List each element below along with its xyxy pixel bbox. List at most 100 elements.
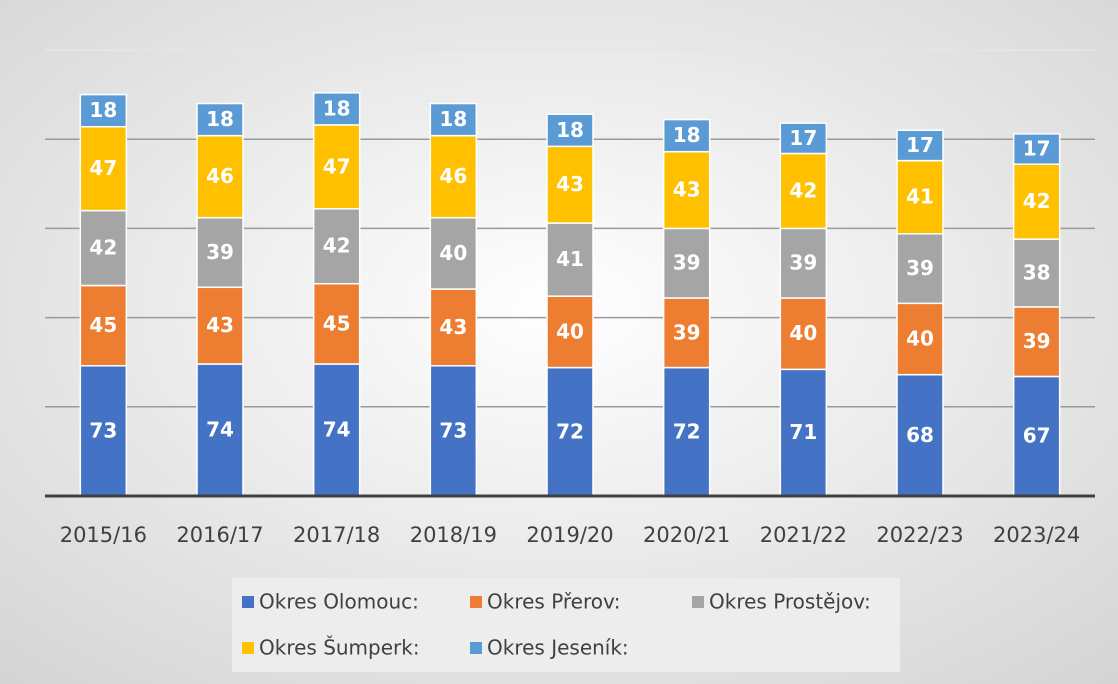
data-label: 40 [439, 241, 467, 265]
bar-segment [1012, 133, 1061, 165]
bar-segment [429, 365, 478, 497]
legend-label: Okres Prostějov: [709, 590, 871, 614]
bar-segment [1012, 163, 1061, 240]
data-label: 47 [89, 156, 117, 180]
data-label: 71 [789, 420, 817, 444]
bar-segment [312, 282, 361, 365]
bar-segment [662, 150, 711, 230]
data-label: 43 [673, 178, 701, 202]
legend-swatch [692, 596, 704, 608]
x-tick-label: 2020/21 [643, 523, 730, 547]
data-label: 42 [323, 234, 351, 258]
bar-segment [896, 159, 944, 235]
bar-segment [662, 118, 711, 153]
bar-segment [79, 365, 128, 497]
data-label: 39 [1023, 329, 1051, 353]
data-label: 17 [1023, 137, 1051, 161]
x-tick-label: 2015/16 [60, 523, 147, 547]
bar-segment [662, 297, 711, 369]
data-label: 18 [323, 96, 351, 120]
legend-swatch [470, 596, 482, 608]
bar-segment [896, 129, 944, 162]
data-label: 46 [439, 164, 467, 188]
data-label: 72 [556, 419, 584, 443]
data-label: 42 [1023, 189, 1051, 213]
legend-swatch [242, 642, 254, 654]
data-label: 18 [556, 118, 584, 142]
data-label: 73 [439, 418, 467, 442]
legend-label: Okres Přerov: [487, 590, 621, 614]
data-label: 39 [673, 320, 701, 344]
bar-segment [79, 93, 128, 128]
bar-segment [546, 295, 594, 369]
bar-segment [779, 122, 828, 155]
data-label: 18 [673, 123, 701, 147]
x-tick-label: 2021/22 [760, 523, 847, 547]
legend-label: Okres Šumperk: [259, 636, 420, 660]
data-label: 17 [906, 133, 934, 157]
bar-segment [79, 284, 128, 367]
data-label: 18 [439, 107, 467, 131]
legend-swatch [242, 596, 254, 608]
data-label: 43 [556, 172, 584, 196]
data-label: 41 [906, 185, 934, 209]
data-label: 73 [89, 418, 117, 442]
bar-segment [1012, 375, 1061, 497]
bar-segment [546, 222, 594, 297]
data-label: 42 [789, 178, 817, 202]
bar-segment [896, 233, 944, 305]
data-label: 45 [89, 313, 117, 337]
x-tick-label: 2017/18 [293, 523, 380, 547]
bar-segment [779, 297, 828, 371]
bar-segment [79, 125, 128, 212]
x-tick-label: 2023/24 [993, 523, 1080, 547]
x-tick-label: 2019/20 [526, 523, 613, 547]
bar-segment [429, 134, 478, 219]
data-label: 67 [1023, 424, 1051, 448]
data-label: 74 [206, 417, 234, 441]
data-label: 17 [789, 126, 817, 150]
data-label: 39 [789, 251, 817, 275]
legend-label: Okres Olomouc: [259, 590, 419, 614]
bar-segment [312, 92, 361, 126]
bar-segment [196, 102, 244, 137]
data-label: 40 [789, 321, 817, 345]
data-label: 47 [323, 154, 351, 178]
data-label: 39 [906, 256, 934, 280]
data-label: 45 [323, 311, 351, 335]
data-label: 43 [206, 313, 234, 337]
data-label: 74 [323, 417, 351, 441]
legend-box [232, 578, 900, 672]
data-label: 39 [206, 240, 234, 264]
data-label: 41 [556, 247, 584, 271]
x-tick-label: 2018/19 [410, 523, 497, 547]
bar-segment [1012, 306, 1061, 378]
x-tick-label: 2016/17 [176, 523, 263, 547]
data-label: 46 [206, 164, 234, 188]
bar-segment [312, 208, 361, 285]
bar-segment [779, 227, 828, 299]
data-label: 68 [906, 423, 934, 447]
data-label: 40 [556, 319, 584, 343]
data-label: 43 [439, 315, 467, 339]
data-label: 39 [673, 251, 701, 275]
legend-label: Okres Jeseník: [487, 636, 629, 660]
bar-segment [79, 209, 128, 287]
legend-swatch [470, 642, 482, 654]
bar-segment [662, 227, 711, 299]
data-label: 18 [206, 107, 234, 131]
bar-segment [779, 152, 828, 230]
bar-segment [312, 363, 361, 497]
data-label: 40 [906, 327, 934, 351]
data-label: 72 [673, 419, 701, 443]
x-tick-label: 2022/23 [876, 523, 963, 547]
bar-segment [546, 113, 594, 148]
bar-segment [429, 216, 478, 290]
data-label: 18 [89, 98, 117, 122]
data-label: 42 [89, 236, 117, 260]
bar-segment [429, 102, 478, 137]
data-label: 38 [1023, 261, 1051, 285]
bar-segment [896, 373, 944, 497]
